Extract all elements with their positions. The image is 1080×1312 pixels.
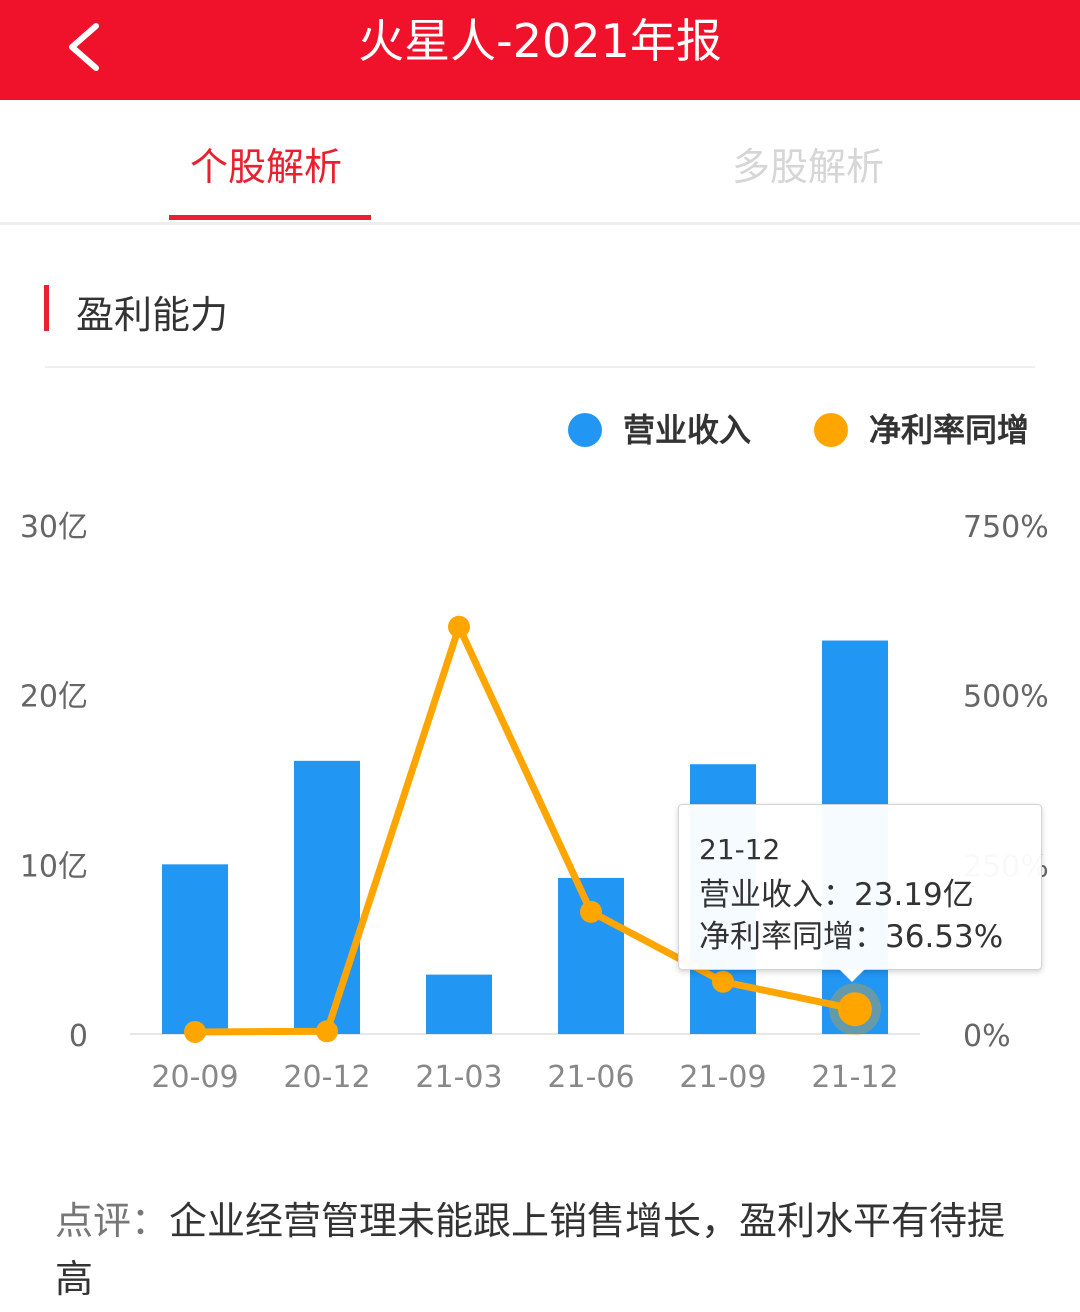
net-growth-point[interactable] (712, 970, 734, 993)
net-growth-point[interactable] (580, 900, 602, 923)
tooltip-net-growth: 净利率同增：36.53% (699, 919, 1004, 955)
y-left-tick-label: 0 (69, 1019, 88, 1054)
profitability-chart[interactable]: 010亿20亿30亿0%250%500%750%20-0920-1221-032… (0, 480, 1080, 1120)
y-left-tick-label: 30亿 (20, 510, 88, 545)
tooltip-revenue: 营业收入：23.19亿 (699, 877, 974, 913)
net-growth-line (191, 623, 859, 1036)
tab-bar: 个股解析 多股解析 (0, 100, 1080, 225)
comment-prefix: 点评： (55, 1199, 170, 1243)
tab-multi-stock[interactable]: 多股解析 (732, 145, 885, 189)
revenue-bar[interactable] (426, 974, 492, 1034)
revenue-bar[interactable] (162, 864, 228, 1034)
tab-single-stock[interactable]: 个股解析 (190, 145, 343, 189)
tooltip-pointer (839, 969, 865, 982)
y-left-tick-label: 10亿 (20, 849, 88, 884)
legend-label-net-growth: 净利率同增 (869, 411, 1030, 449)
y-right-tick-label: 0% (963, 1019, 1011, 1054)
legend-dot-revenue (568, 413, 602, 447)
page-title: 火星人-2021年报 (358, 14, 722, 68)
x-tick-label: 20-12 (283, 1060, 370, 1095)
tooltip-period: 21-12 (699, 833, 781, 866)
chevron-left-icon (69, 23, 99, 71)
x-tick-label: 21-09 (679, 1060, 766, 1095)
net-growth-point[interactable] (448, 615, 470, 638)
x-tick-label: 21-03 (415, 1060, 502, 1095)
section-title: 盈利能力 (76, 293, 229, 337)
chart-tooltip: 21-12 营业收入：23.19亿 净利率同增：36.53% (678, 804, 1042, 982)
revenue-bar[interactable] (294, 760, 360, 1034)
net-growth-point[interactable] (838, 992, 872, 1027)
header-bar: 火星人-2021年报 (0, 0, 1080, 100)
section-accent-bar (44, 285, 49, 331)
net-growth-point[interactable] (184, 1020, 206, 1043)
legend-label-revenue: 营业收入 (623, 411, 752, 449)
y-right-tick-label: 500% (963, 680, 1049, 715)
x-tick-label: 20-09 (151, 1060, 238, 1095)
x-tick-label: 21-12 (811, 1060, 898, 1095)
comment-text: 点评：企业经营管理未能跟上销售增长，盈利水平有待提高 (55, 1192, 1035, 1308)
y-left-tick-label: 20亿 (20, 680, 88, 715)
section-divider (45, 366, 1035, 368)
comment-body: 企业经营管理未能跟上销售增长，盈利水平有待提高 (55, 1199, 1006, 1301)
back-button[interactable] (48, 0, 128, 100)
x-tick-label: 21-06 (547, 1060, 634, 1095)
net-growth-point[interactable] (316, 1020, 338, 1043)
active-tab-indicator (169, 215, 371, 220)
legend-dot-net-growth (814, 413, 848, 447)
y-right-tick-label: 750% (963, 510, 1049, 545)
